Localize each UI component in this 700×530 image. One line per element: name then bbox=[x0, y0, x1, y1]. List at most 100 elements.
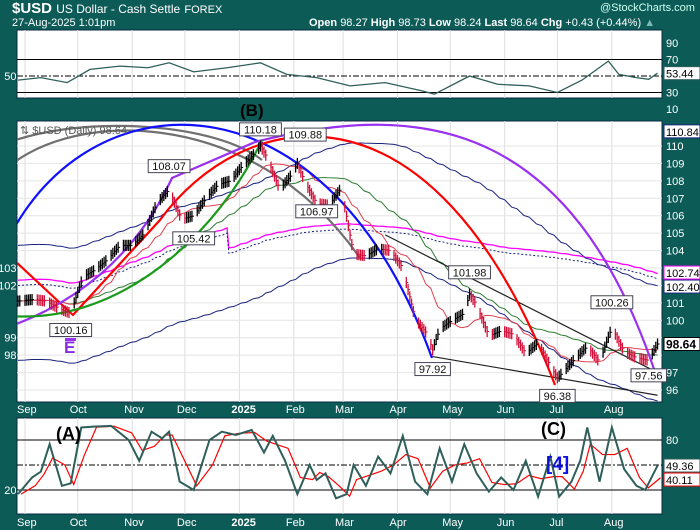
price-tick-label: 109 bbox=[666, 158, 684, 170]
axis-tag-box bbox=[663, 124, 700, 139]
price-tick-label: 104 bbox=[666, 246, 684, 258]
price-label: 96.38 bbox=[544, 391, 572, 403]
axis-tag: 102.74 bbox=[666, 268, 700, 280]
high-value: 98.73 bbox=[398, 17, 426, 29]
month-tick-label: Jul bbox=[549, 517, 563, 529]
month-tick-label: May bbox=[442, 517, 463, 529]
month-tick-label: Feb bbox=[286, 404, 305, 416]
open-value: 98.27 bbox=[340, 17, 368, 29]
month-tick-label: Sep bbox=[17, 517, 37, 529]
axis-tag: 110.84 bbox=[666, 127, 699, 139]
price-tick-label: 106 bbox=[666, 211, 684, 223]
trendline bbox=[432, 355, 658, 396]
stoch-value-box bbox=[663, 458, 700, 473]
price-label: 109.88 bbox=[288, 130, 322, 142]
month-tick-label: Nov bbox=[124, 517, 144, 529]
gray-arc-1 bbox=[17, 129, 361, 259]
gray-arc-2 bbox=[17, 124, 263, 161]
price-label-box bbox=[448, 265, 491, 280]
month-tick-label: Oct bbox=[70, 517, 87, 529]
price-label-box bbox=[147, 159, 191, 174]
stoch-d-line bbox=[20, 425, 661, 498]
month-tick-label: Mar bbox=[335, 517, 354, 529]
month-tick-label: Jul bbox=[549, 404, 563, 416]
price-tick-label: 110 bbox=[666, 141, 684, 153]
price-tick-label: 100 bbox=[666, 315, 684, 327]
last-label: Last bbox=[484, 17, 508, 29]
month-tick-label: Mar bbox=[335, 404, 354, 416]
price-label: 106.97 bbox=[300, 206, 334, 218]
month-tick-label: Apr bbox=[390, 517, 407, 529]
price-tick-label: 101 bbox=[666, 298, 684, 310]
price-label: 100.26 bbox=[595, 297, 629, 309]
price-label: 97.56 bbox=[635, 370, 663, 382]
price-label: 100.16 bbox=[54, 325, 88, 337]
month-tick-label: Dec bbox=[177, 517, 197, 529]
low-label: Low bbox=[428, 17, 451, 29]
price-label-box bbox=[539, 388, 576, 403]
triangle-up-icon: ▲ bbox=[644, 17, 656, 29]
month-tick-label: Apr bbox=[390, 404, 407, 416]
month-tick-label: Dec bbox=[177, 404, 197, 416]
rsi-tick-label: 30 bbox=[666, 88, 678, 100]
price-legend: ⇅ $USD (Daily) 98.64 bbox=[20, 125, 127, 137]
month-tick-label: Sep bbox=[17, 404, 37, 416]
price-label-box bbox=[49, 323, 93, 338]
last-value: 98.64 bbox=[510, 17, 538, 29]
stoch-value: 40.11 bbox=[666, 475, 693, 487]
chg-value: +0.43 (+0.44%) bbox=[565, 17, 642, 29]
price-tick-label: 98 bbox=[4, 350, 16, 362]
instrument-name: US Dollar - Cash Settle bbox=[56, 2, 181, 16]
rsi-value-box bbox=[663, 66, 700, 81]
low-value: 98.24 bbox=[453, 17, 482, 29]
axis-tag-box bbox=[663, 279, 700, 294]
wave-label-4: [4] bbox=[546, 454, 569, 475]
axis-tag: 98.64 bbox=[666, 338, 696, 352]
price-label-box bbox=[295, 204, 339, 219]
month-tick-label: 2025 bbox=[231, 517, 255, 529]
rsi-panel bbox=[16, 29, 663, 99]
rsi-value: 53.44 bbox=[666, 69, 694, 81]
month-tick-label: Aug bbox=[604, 404, 624, 416]
symbol: $USD bbox=[12, 0, 53, 17]
month-tick-label: Feb bbox=[286, 517, 305, 529]
price-label: 105.42 bbox=[177, 233, 211, 245]
month-tick-label: Nov bbox=[124, 404, 144, 416]
wave-label-b: (B) bbox=[240, 101, 264, 120]
price-tick-label: 107 bbox=[666, 193, 684, 205]
price-label: 108.07 bbox=[152, 161, 186, 173]
watermark: @StockCharts.com bbox=[600, 2, 695, 14]
month-tick-label: Aug bbox=[604, 517, 624, 529]
symbol-header: $USD US Dollar - Cash Settle FOREX bbox=[12, 0, 222, 19]
month-tick-label: Jun bbox=[497, 404, 515, 416]
green-arc bbox=[17, 139, 263, 318]
sma50-line bbox=[17, 177, 658, 356]
rsi-line bbox=[17, 60, 658, 95]
marker bbox=[65, 338, 76, 341]
lower-band-line bbox=[17, 257, 658, 402]
open-label: Open bbox=[309, 17, 338, 29]
month-tick-label: Jun bbox=[497, 517, 515, 529]
axis-tag-box bbox=[663, 337, 700, 352]
wave-label-e: E bbox=[64, 338, 75, 357]
upper-band-line bbox=[17, 142, 658, 287]
price-tick-label: 103 bbox=[0, 263, 17, 275]
price-label-box bbox=[239, 122, 282, 137]
axis-tag-box bbox=[663, 265, 700, 280]
price-tick-label: 96 bbox=[666, 385, 678, 397]
price-label: 110.18 bbox=[244, 124, 277, 136]
wave-label-a: (A) bbox=[56, 424, 81, 444]
high-label: High bbox=[370, 17, 396, 29]
price-label-box bbox=[590, 295, 634, 310]
stoch-value: 49.36 bbox=[666, 461, 694, 473]
price-legend-text: $USD (Daily) 98.64 bbox=[32, 125, 127, 137]
price-label-box bbox=[283, 127, 327, 142]
price-tick-label: 108 bbox=[666, 176, 684, 188]
axis-tag: 102.40 bbox=[666, 282, 700, 294]
datetime: 27-Aug-2025 1:01pm bbox=[12, 17, 116, 29]
price-tick-label: 105 bbox=[666, 228, 684, 240]
month-tick-label: Oct bbox=[70, 404, 87, 416]
price-label-box bbox=[172, 231, 216, 246]
